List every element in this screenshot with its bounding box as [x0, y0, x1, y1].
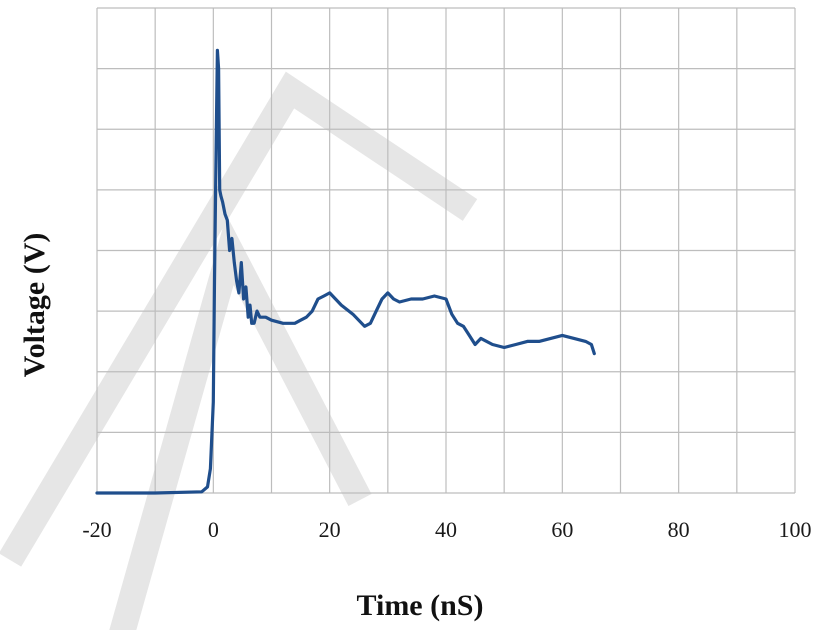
watermark-logo	[0, 71, 478, 630]
plot-series	[95, 48, 596, 495]
x-tick-label: 80	[668, 517, 690, 542]
x-axis-title: Time (nS)	[357, 589, 484, 622]
watermark-chevron	[0, 71, 478, 567]
x-tick-label: 40	[435, 517, 457, 542]
x-tick-label: 20	[319, 517, 341, 542]
x-tick-label: -20	[82, 517, 111, 542]
series-line	[95, 48, 596, 495]
x-tick-label: 60	[551, 517, 573, 542]
x-tick-labels: -20 0 20 40 60 80 100	[82, 517, 811, 542]
x-tick-label: 100	[779, 517, 812, 542]
x-tick-label: 0	[208, 517, 219, 542]
y-axis-title: Voltage (V)	[18, 233, 51, 378]
grid-lines	[96, 7, 796, 494]
